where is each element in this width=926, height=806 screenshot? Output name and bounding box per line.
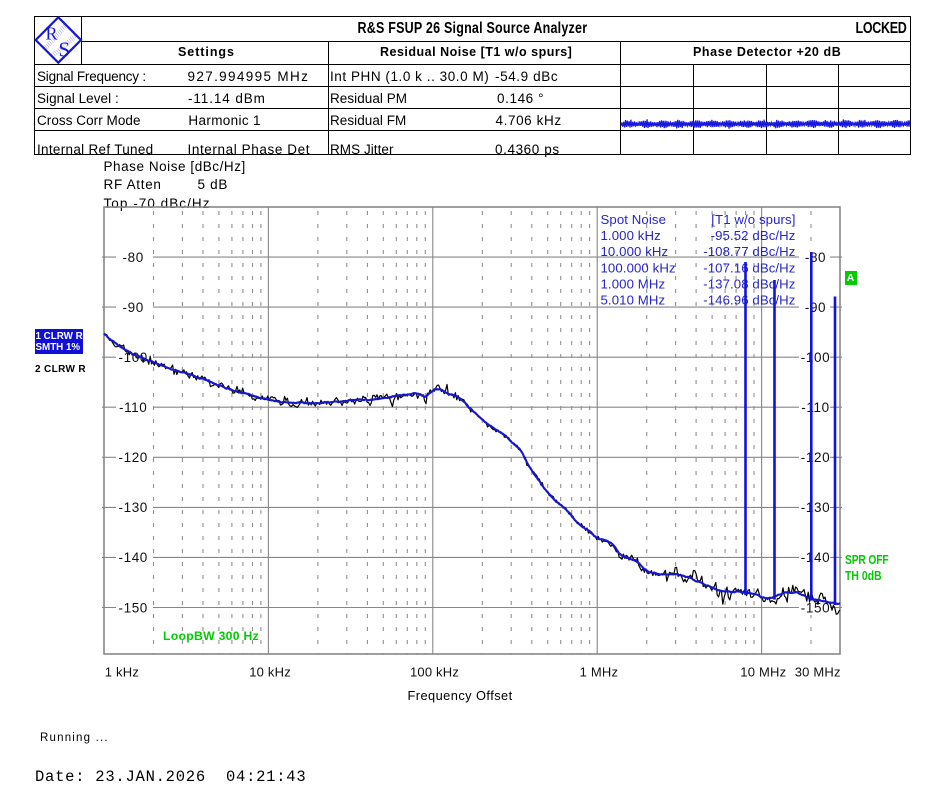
svg-text:-150: -150 bbox=[118, 600, 147, 615]
svg-text:-95.52 dBc/Hz: -95.52 dBc/Hz bbox=[711, 228, 796, 243]
svg-text:-140: -140 bbox=[118, 550, 147, 565]
svg-text:-80: -80 bbox=[123, 250, 144, 265]
svg-text:-100: -100 bbox=[801, 350, 830, 365]
svg-text:-120: -120 bbox=[801, 450, 830, 465]
svg-text:-90: -90 bbox=[805, 300, 826, 315]
svg-text:-140: -140 bbox=[801, 550, 830, 565]
svg-text:100 kHz: 100 kHz bbox=[410, 664, 459, 679]
svg-text:10.000 kHz: 10.000 kHz bbox=[601, 244, 669, 259]
svg-text:-107.16 dBc/Hz: -107.16 dBc/Hz bbox=[703, 260, 795, 275]
svg-text:R: R bbox=[46, 24, 58, 44]
svg-text:1 kHz: 1 kHz bbox=[105, 664, 139, 679]
svg-text:-130: -130 bbox=[801, 500, 830, 515]
svg-text:Spot Noise: Spot Noise bbox=[601, 212, 667, 227]
svg-text:10 kHz: 10 kHz bbox=[249, 664, 291, 679]
svg-text:-137.08 dBc/Hz: -137.08 dBc/Hz bbox=[703, 276, 795, 291]
svg-text:-110: -110 bbox=[119, 400, 147, 415]
svg-text:1.000 MHz: 1.000 MHz bbox=[601, 276, 666, 291]
svg-text:1.000 kHz: 1.000 kHz bbox=[601, 228, 661, 243]
svg-text:30 MHz: 30 MHz bbox=[795, 664, 841, 679]
svg-text:10 MHz: 10 MHz bbox=[740, 664, 786, 679]
svg-text:-108.77 dBc/Hz: -108.77 dBc/Hz bbox=[703, 244, 795, 259]
svg-text:-100: -100 bbox=[118, 350, 147, 365]
svg-text:-150: -150 bbox=[801, 600, 830, 615]
svg-text:-90: -90 bbox=[123, 300, 144, 315]
svg-text:-130: -130 bbox=[118, 500, 147, 515]
svg-text:-146.96 dBc/Hz: -146.96 dBc/Hz bbox=[703, 293, 795, 308]
svg-text:S: S bbox=[59, 38, 71, 62]
svg-text:5.010 MHz: 5.010 MHz bbox=[601, 293, 666, 308]
svg-text:[T1 w/o spurs]: [T1 w/o spurs] bbox=[711, 212, 795, 227]
svg-text:100.000 kHz: 100.000 kHz bbox=[601, 260, 676, 275]
svg-text:1 MHz: 1 MHz bbox=[580, 664, 619, 679]
svg-text:-80: -80 bbox=[805, 250, 826, 265]
svg-text:-120: -120 bbox=[118, 450, 147, 465]
svg-text:-110: -110 bbox=[801, 400, 829, 415]
svg-text:LoopBW 300 Hz: LoopBW 300 Hz bbox=[163, 629, 259, 643]
